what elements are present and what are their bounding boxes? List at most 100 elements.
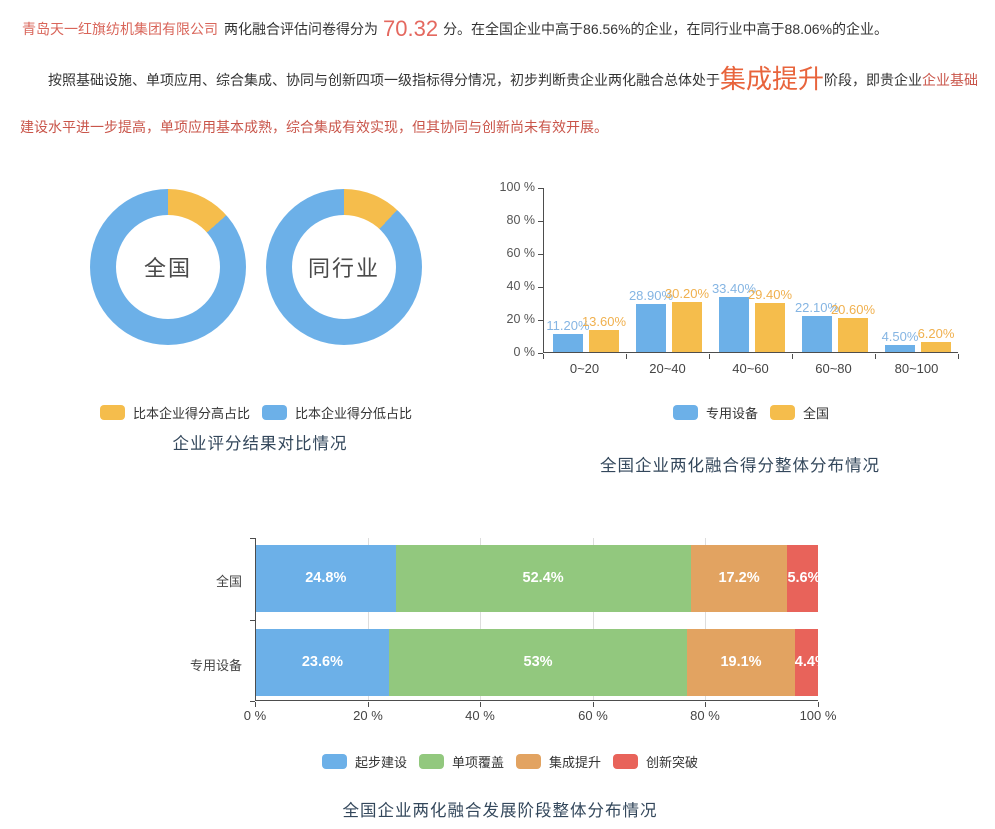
- segment-value-label: 17.2%: [718, 570, 760, 586]
- donut-chart-title: 企业评分结果对比情况: [172, 435, 348, 453]
- stacked-chart-legend: 起步建设 单项覆盖 集成提升 创新突破: [322, 752, 698, 771]
- legend-item-higher-share[interactable]: 比本企业得分高占比: [100, 403, 250, 422]
- bar-value-label: 28.90%: [628, 288, 674, 303]
- segment-initial-construction[interactable]: [256, 629, 389, 696]
- segment-innovation-breakthrough[interactable]: [787, 545, 818, 612]
- stage-mid-text: 阶段，即贵企业: [824, 72, 923, 88]
- y-axis-tick-mark: [538, 287, 543, 288]
- bar-national[interactable]: [838, 318, 868, 352]
- legend-swatch-green: [419, 754, 445, 769]
- legend-item-lower-share[interactable]: 比本企业得分低占比: [262, 403, 412, 422]
- bar-value-label: 33.40%: [711, 281, 757, 296]
- x-axis-tick-mark: [958, 354, 959, 359]
- segment-value-label: 24.8%: [305, 570, 347, 586]
- legend-label: 比本企业得分低占比: [295, 406, 413, 421]
- company-name: 青岛天一红旗纺机集团有限公司: [22, 21, 218, 37]
- legend-swatch-yellow: [100, 405, 125, 420]
- legend-label: 起步建设: [355, 755, 408, 770]
- score-distribution-plot-area: 11.20% 13.60% 28.90% 30.20% 33.40% 29.40% 22.1…: [543, 188, 958, 353]
- y-axis-tick-mark: [250, 619, 255, 621]
- bar-value-label: 6.20%: [917, 326, 955, 341]
- x-axis-tick-mark: [818, 702, 819, 707]
- bar-special-equipment[interactable]: [885, 345, 915, 352]
- y-axis-category-label: 全国: [215, 573, 242, 589]
- legend-swatch-blue: [262, 405, 288, 420]
- x-axis-tick-label: 0 %: [243, 708, 267, 723]
- bar-chart-title: 全国企业两化融合得分整体分布情况: [600, 457, 880, 475]
- legend-swatch-orange: [516, 754, 542, 769]
- segment-integration-upgrade[interactable]: [690, 545, 788, 612]
- segment-value-label: 19.1%: [720, 654, 762, 670]
- x-axis-tick-label: 40 %: [465, 708, 495, 723]
- segment-innovation-breakthrough[interactable]: [794, 629, 818, 696]
- x-axis-tick-label: 100 %: [799, 708, 837, 723]
- donut-chart-industry[interactable]: 同行业: [266, 189, 422, 345]
- legend-item-single-coverage[interactable]: 单项覆盖: [419, 752, 504, 771]
- y-axis-tick-mark: [538, 353, 543, 354]
- x-axis-tick-mark: [705, 702, 706, 707]
- bar-national[interactable]: [755, 303, 785, 352]
- segment-value-label: 53%: [523, 654, 553, 670]
- legend-label: 集成提升: [549, 755, 602, 770]
- segment-value-label: 23.6%: [301, 654, 343, 670]
- legend-item-innovation-breakthrough[interactable]: 创新突破: [613, 752, 698, 771]
- legend-swatch-blue: [673, 405, 698, 420]
- legend-label: 单项覆盖: [452, 755, 505, 770]
- bar-special-equipment[interactable]: [553, 334, 583, 352]
- y-axis-tick-label: 60 %: [506, 246, 536, 260]
- gridline: [593, 538, 594, 700]
- x-axis-tick-label: 20 %: [353, 708, 383, 723]
- bar-national[interactable]: [921, 342, 951, 352]
- x-axis-category-label: 80~100: [894, 361, 939, 376]
- bar-special-equipment[interactable]: [636, 304, 666, 352]
- bar-value-label: 20.60%: [830, 302, 876, 317]
- legend-label: 专用设备: [706, 406, 759, 421]
- bar-value-label: 13.60%: [581, 314, 627, 329]
- score-distribution-chart: 11.20% 13.60% 28.90% 30.20% 33.40% 29.40% 22.1…: [495, 180, 995, 400]
- stage-distribution-chart: 24.8% 52.4% 17.2% 5.6% 23.6% 53% 19.1% 4.4% 全国专…: [180, 530, 880, 730]
- legend-item-initial-construction[interactable]: 起步建设: [322, 752, 407, 771]
- score-lead-text: 两化融合评估问卷得分为: [224, 21, 378, 37]
- stage-judgement-paragraph: 按照基础设施、单项应用、综合集成、协同与创新四项一级指标得分情况，初步判断贵企业…: [20, 56, 988, 151]
- bar-value-label: 30.20%: [664, 286, 710, 301]
- y-axis-tick-label: 40 %: [506, 279, 536, 293]
- x-axis-category-label: 40~60: [732, 361, 769, 376]
- x-axis-tick-mark: [626, 354, 627, 359]
- bar-national[interactable]: [672, 302, 702, 352]
- x-axis-tick-mark: [368, 702, 369, 707]
- legend-label: 全国: [803, 406, 830, 421]
- bar-national[interactable]: [589, 330, 619, 352]
- legend-item-national[interactable]: 全国: [770, 403, 829, 422]
- segment-value-label: 52.4%: [522, 570, 564, 586]
- x-axis-tick-mark: [875, 354, 876, 359]
- bar-special-equipment[interactable]: [802, 316, 832, 352]
- score-summary-paragraph: 青岛天一红旗纺机集团有限公司 两化融合评估问卷得分为 70.32 分。在全国企业中高于…: [22, 14, 982, 44]
- donut-label-national: 全国: [143, 256, 192, 281]
- segment-initial-construction[interactable]: [256, 545, 396, 612]
- bar-special-equipment[interactable]: [719, 297, 749, 352]
- segment-single-coverage[interactable]: [395, 545, 691, 612]
- segment-integration-upgrade[interactable]: [687, 629, 795, 696]
- segment-single-coverage[interactable]: [388, 629, 688, 696]
- bar-value-label: 22.10%: [794, 300, 840, 315]
- legend-label: 创新突破: [646, 755, 699, 770]
- legend-item-integration-upgrade[interactable]: 集成提升: [516, 752, 601, 771]
- stage-tail-text: 企业基础建设水平进一步提高，单项应用基本成熟，综合集成有效实现，但其协同与创新尚…: [20, 72, 979, 135]
- stage-name-highlight: 集成提升: [720, 64, 825, 94]
- legend-label: 比本企业得分高占比: [133, 406, 251, 421]
- legend-item-special-equipment[interactable]: 专用设备: [673, 403, 758, 422]
- legend-swatch-blue: [322, 754, 347, 769]
- gridline: [368, 538, 369, 700]
- segment-value-label: 5.6%: [787, 570, 818, 586]
- x-axis-category-label: 60~80: [815, 361, 852, 376]
- legend-swatch-red: [613, 754, 639, 769]
- x-axis-tick-label: 80 %: [690, 708, 720, 723]
- y-axis-tick-mark: [250, 538, 255, 539]
- donut-center-label: 同行业: [292, 215, 396, 319]
- x-axis-tick-mark: [543, 354, 544, 359]
- segment-value-label: 4.4%: [794, 654, 818, 670]
- donut-label-industry: 同行业: [307, 256, 380, 281]
- donut-chart-national[interactable]: 全国: [90, 189, 246, 345]
- y-axis-tick-label: 0 %: [513, 345, 535, 359]
- legend-swatch-yellow: [770, 405, 796, 420]
